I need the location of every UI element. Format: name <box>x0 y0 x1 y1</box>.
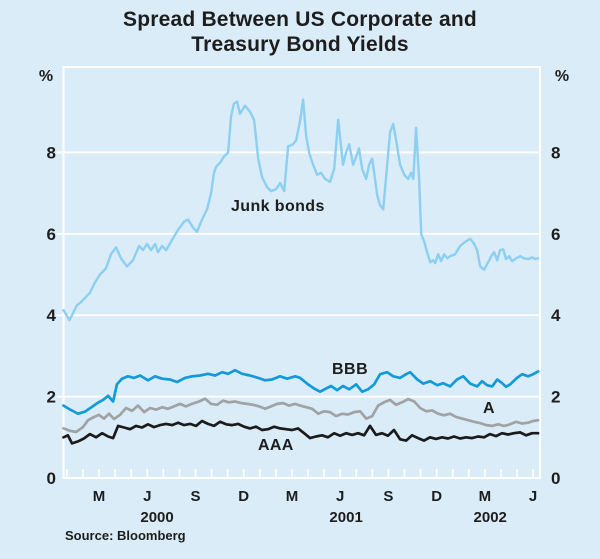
x-tick-label-M: M <box>93 488 106 505</box>
x-tick-label-M: M <box>479 488 492 505</box>
x-tick-label-M: M <box>286 488 299 505</box>
x-tick-label-J: J <box>143 488 151 505</box>
x-tick-label-D: D <box>431 488 442 505</box>
x-tick-label-S: S <box>383 488 393 505</box>
x-tick-label-J: J <box>336 488 344 505</box>
source-note: Source: Bloomberg <box>65 528 186 543</box>
y-tick-label-left-2: 2 <box>47 388 56 407</box>
junk-bonds-line <box>62 98 540 322</box>
a-line <box>62 397 540 434</box>
y-tick-label-left-6: 6 <box>47 225 56 244</box>
y-tick-label-left-4: 4 <box>47 306 57 325</box>
chart-title-line1: Spread Between US Corporate and <box>123 8 477 31</box>
year-label-2000: 2000 <box>140 509 173 526</box>
chart-title-line2: Treasury Bond Yields <box>191 33 409 56</box>
junk-bonds-label: Junk bonds <box>231 198 325 215</box>
y-tick-label-right-0: 0 <box>551 469 560 488</box>
y-tick-label-right-8: 8 <box>551 143 560 162</box>
y-tick-label-left-8: 8 <box>47 143 56 162</box>
y-tick-label-right-2: 2 <box>551 388 560 407</box>
x-tick-label-S: S <box>190 488 200 505</box>
chart-title: Spread Between US Corporate and Treasury… <box>0 7 600 57</box>
year-label-2002: 2002 <box>474 509 507 526</box>
plot-frame <box>62 66 541 479</box>
bbb-line <box>62 368 540 416</box>
percent-label-right: % <box>555 68 569 85</box>
aaa-line <box>62 419 540 445</box>
bbb-label: BBB <box>332 361 369 378</box>
x-tick-label-D: D <box>238 488 249 505</box>
year-label-2001: 2001 <box>329 509 362 526</box>
x-tick-label-J: J <box>529 488 537 505</box>
y-tick-label-left-0: 0 <box>47 469 56 488</box>
y-tick-label-right-6: 6 <box>551 225 560 244</box>
y-tick-label-right-4: 4 <box>551 306 561 325</box>
a-label: A <box>483 400 495 417</box>
aaa-label: AAA <box>258 437 294 454</box>
percent-label-left: % <box>39 68 53 85</box>
